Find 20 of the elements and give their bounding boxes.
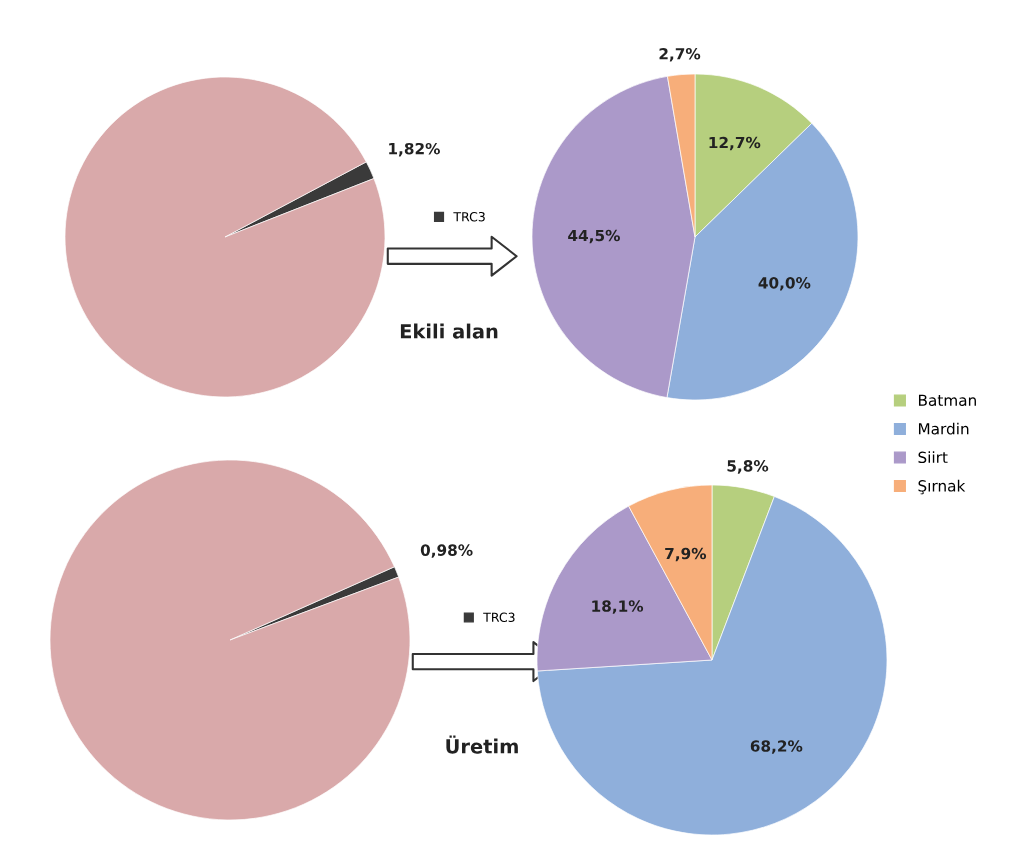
legend-label: TRC3 [483,612,515,623]
data-label: 18,1% [592,600,644,614]
legend-label: TRC3 [453,211,485,222]
pie-slice [64,76,386,398]
legend-label: Siirt [918,451,948,464]
text: Ekili alan [400,323,498,339]
data-label: 0,98% [420,544,473,558]
text: Üretim [446,735,518,754]
data-label: 12,7% [709,136,761,151]
data-label: 2,7% [659,47,701,62]
data-label: 1,82% [389,142,440,157]
data-label: 7,9% [665,547,707,562]
data-label: 5,8% [727,460,769,474]
data-label: 40,0% [758,277,811,291]
legend-label: Batman [918,394,976,407]
pie-slice [49,459,411,821]
data-label: 44,5% [568,229,620,244]
legend-label: Mardin [918,422,969,435]
data-label: 68,2% [750,740,803,754]
legend-label: Şırnak [918,479,966,495]
